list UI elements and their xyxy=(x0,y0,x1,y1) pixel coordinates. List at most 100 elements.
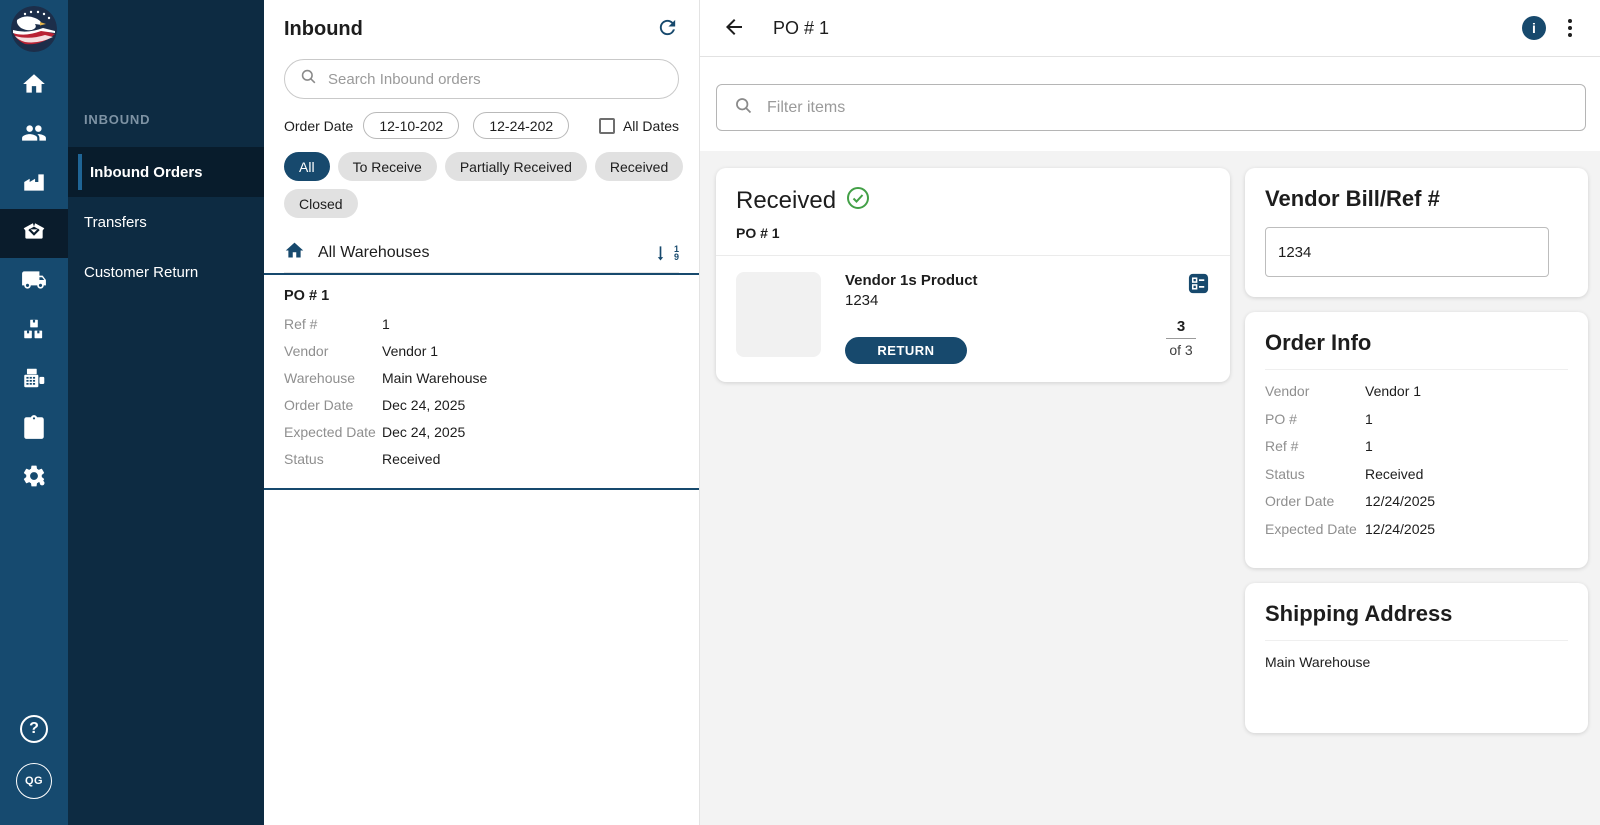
factory-icon xyxy=(21,169,47,200)
field-value: 1 xyxy=(1365,410,1373,427)
truck-icon xyxy=(21,267,47,298)
qty-received: 3 xyxy=(1165,318,1197,339)
kebab-menu-icon[interactable] xyxy=(1562,17,1578,39)
status-filter-chips: All To Receive Partially Received Receiv… xyxy=(284,152,684,218)
field-value: Main Warehouse xyxy=(382,370,488,386)
sidebar-item-inventory[interactable] xyxy=(0,307,68,356)
product-name: Vendor 1s Product xyxy=(845,272,978,289)
sidebar-item-shipping[interactable] xyxy=(0,258,68,307)
submenu-item-inbound-orders[interactable]: Inbound Orders xyxy=(68,147,264,197)
order-field-row: Warehouse Main Warehouse xyxy=(284,370,679,386)
chip-to-receive[interactable]: To Receive xyxy=(337,152,437,181)
sidebar-item-contacts[interactable] xyxy=(0,111,68,160)
home-icon xyxy=(21,71,47,102)
refresh-icon xyxy=(656,16,679,42)
info-field-row: PO # 1 xyxy=(1265,411,1568,427)
search-input[interactable] xyxy=(328,70,664,88)
received-status-card: Received PO # 1 Vendor 1s Product 1234 R… xyxy=(716,168,1230,382)
field-label: Vendor xyxy=(1265,383,1310,399)
chip-received[interactable]: Received xyxy=(594,152,684,181)
avatar[interactable]: QG xyxy=(16,763,52,799)
field-label: Status xyxy=(284,451,324,467)
order-info-card: Order Info Vendor Vendor 1 PO # 1 Ref # 1 S… xyxy=(1245,312,1588,568)
sidebar-item-tasks[interactable] xyxy=(0,405,68,454)
back-arrow-icon xyxy=(722,15,746,42)
people-icon xyxy=(21,120,47,151)
field-value: 1 xyxy=(1365,438,1373,454)
open-box-icon xyxy=(21,218,47,249)
filter-items-input[interactable] xyxy=(767,98,1569,117)
search-icon xyxy=(733,95,754,121)
all-dates-checkbox[interactable] xyxy=(598,117,615,134)
order-field-row: Order Date Dec 24, 2025 xyxy=(284,397,679,413)
sidebar-item-home[interactable] xyxy=(0,62,68,111)
field-value: Received xyxy=(1365,465,1424,482)
field-value: 12/24/2025 xyxy=(1365,493,1436,509)
field-label: Ref # xyxy=(1265,438,1299,454)
shipping-address-value: Main Warehouse xyxy=(1265,654,1371,670)
help-icon[interactable]: ? xyxy=(20,715,48,743)
info-field-row: Expected Date 12/24/2025 xyxy=(1265,521,1568,537)
order-date-label: Order Date xyxy=(284,117,354,134)
item-details-icon[interactable] xyxy=(1187,272,1210,298)
eagle-logo[interactable] xyxy=(11,6,57,52)
filter-section xyxy=(700,57,1600,151)
submenu-item-transfers[interactable]: Transfers xyxy=(84,213,147,231)
stock-boxes-icon xyxy=(21,316,47,347)
all-dates-label: All Dates xyxy=(622,117,679,134)
order-list-item[interactable]: PO # 1 Ref # 1 Vendor Vendor 1 Warehouse Ma… xyxy=(264,273,699,490)
right-rail: Vendor Bill/Ref # Order Info VendorVendo… xyxy=(1245,168,1588,733)
date-to-input[interactable]: 12-24-202 xyxy=(473,112,570,139)
status-text: Received xyxy=(736,186,837,214)
sidebar-item-settings[interactable] xyxy=(0,454,68,503)
field-label: Order Date xyxy=(284,397,354,413)
inbound-panel: Inbound Order Date 12-10-202 12-24-202 A… xyxy=(264,0,700,825)
order-field-row: Ref # 1 xyxy=(284,316,679,332)
info-field-row: Ref # 1 xyxy=(1265,438,1568,454)
label-printer-icon xyxy=(21,365,47,396)
qty-total: of 3 xyxy=(1169,342,1193,358)
received-quantity: 3 of 3 xyxy=(1165,318,1197,358)
clipboard-icon xyxy=(21,414,47,445)
info-field-row: Order Date 12/24/2025 xyxy=(1265,493,1568,509)
filter-items-box xyxy=(716,84,1586,131)
chip-partially-received[interactable]: Partially Received xyxy=(444,152,587,181)
info-icon[interactable]: i xyxy=(1522,16,1546,40)
field-value: Vendor 1 xyxy=(382,343,439,359)
info-field-row: Status Received xyxy=(1265,466,1568,482)
chip-all[interactable]: All xyxy=(284,152,330,181)
sidebar-item-inbound[interactable] xyxy=(0,209,68,258)
field-label: Order Date xyxy=(1265,493,1335,509)
panel-title: Inbound xyxy=(284,17,363,40)
field-value: Received xyxy=(382,451,441,467)
product-sku: 1234 xyxy=(845,292,879,309)
field-label: Warehouse xyxy=(284,370,356,386)
back-button[interactable] xyxy=(722,15,746,42)
refresh-button[interactable] xyxy=(656,16,679,42)
sidebar-item-devices[interactable] xyxy=(0,356,68,405)
inbound-search xyxy=(284,59,679,99)
all-dates-toggle[interactable]: All Dates xyxy=(598,117,679,134)
return-button[interactable]: RETURN xyxy=(845,337,967,364)
order-field-row: Expected Date Dec 24, 2025 xyxy=(284,424,679,440)
field-label: Expected Date xyxy=(284,424,376,440)
detail-panel: PO # 1 i Received PO # 1 xyxy=(700,0,1600,825)
field-label: PO # xyxy=(1265,410,1297,427)
order-info-title: Order Info xyxy=(1265,330,1372,355)
sidebar-item-production[interactable] xyxy=(0,160,68,209)
field-value: Vendor 1 xyxy=(1365,383,1422,399)
order-field-row: Vendor Vendor 1 xyxy=(284,343,679,359)
vendor-bill-input[interactable] xyxy=(1265,227,1549,277)
order-field-row: Status Received xyxy=(284,451,679,467)
check-circle-icon xyxy=(846,186,870,215)
chip-closed[interactable]: Closed xyxy=(284,189,358,218)
field-value: 1 xyxy=(382,316,390,332)
date-from-input[interactable]: 12-10-202 xyxy=(363,112,460,139)
field-label: Status xyxy=(1265,465,1305,482)
submenu-item-customer-return[interactable]: Customer Return xyxy=(84,263,199,281)
line-item-row: Vendor 1s Product 1234 RETURN 3 of 3 xyxy=(716,256,1230,382)
submenu-header: INBOUND xyxy=(84,112,151,127)
